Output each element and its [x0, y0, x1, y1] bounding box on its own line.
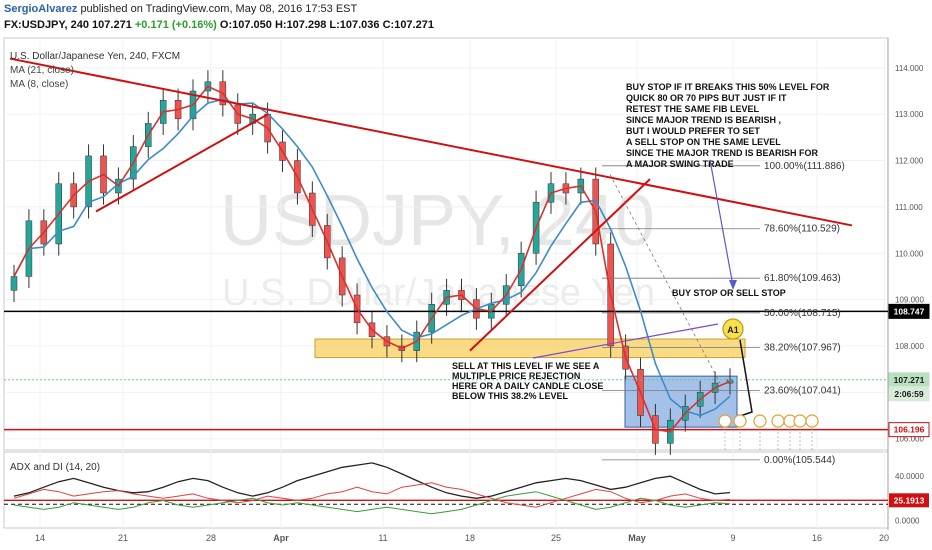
adx-pane-border [3, 451, 889, 529]
time-axis-label: 18 [465, 533, 475, 543]
price-badge-label: 108.747 [894, 306, 925, 316]
di-minus-line[interactable] [13, 491, 731, 515]
fib-level-label: 38.20%(107.967) [764, 343, 841, 354]
adx-line[interactable] [13, 462, 731, 499]
time-axis-label: 21 [118, 533, 128, 543]
annotation-top-right-line: BUY STOP IF IT BREAKS THIS 50% LEVEL FOR [626, 82, 830, 92]
economic-event-icon[interactable] [753, 414, 767, 428]
author-link[interactable]: SergioAlvarez [4, 3, 78, 15]
watermark-name: U.S. Dollar/Japanese Yen [222, 272, 655, 314]
price-tick-label: 112.000 [895, 157, 924, 166]
annotation-sell-note-line: MULTIPLE PRICE REJECTION [452, 371, 580, 381]
ma8-line[interactable] [13, 85, 731, 433]
price-tick-label: 110.000 [895, 249, 924, 258]
published-text: published on TradingView.com, May 08, 20… [80, 3, 358, 15]
adx-tick-label: 40.0000 [895, 472, 924, 481]
indicator-ma21[interactable]: MA (21, close) [10, 65, 74, 76]
price-tick-label: 109.000 [895, 296, 924, 305]
annotation-top-right-line: RETEST THE SAME FIB LEVEL [626, 104, 760, 114]
fib-level-label: 100.00%(111.886) [764, 161, 845, 172]
time-axis-label: 16 [812, 533, 822, 543]
a1-marker[interactable] [722, 318, 744, 340]
time-axis-label: May [628, 533, 646, 543]
price-badge [888, 386, 930, 402]
adx-tick-label: 0.0000 [895, 516, 920, 525]
a1-marker-label: A1 [727, 325, 739, 335]
annotation-buy-sell-stop: BUY STOP OR SELL STOP [672, 288, 786, 298]
economic-event-icon[interactable] [793, 414, 807, 428]
watermark-symbol: USDJPY, 240 [220, 181, 655, 261]
ma21-line[interactable] [13, 98, 731, 417]
ascending-trendline-1[interactable] [95, 113, 269, 213]
arrow-to-a1 [532, 323, 719, 359]
indicator-ma8[interactable]: MA (8, close) [10, 79, 68, 90]
annotation-sell-note-line: SELL AT THIS LEVEL IF WE SEE A [452, 361, 600, 371]
close-value: C:107.271 [382, 19, 434, 31]
fib-level-label: 23.60%(107.041) [764, 385, 841, 396]
annotation-top-right-line: QUICK 80 OR 70 PIPS BUT JUST IF IT [626, 93, 787, 103]
price-badge [888, 422, 930, 438]
annotation-top-right-line: SINCE THE MAJOR TREND IS BEARISH FOR [626, 148, 819, 158]
low-value: L:107.036 [329, 19, 380, 31]
annotation-sell-note-line: BELOW THIS 38.2% LEVEL [452, 391, 569, 401]
economic-event-icon[interactable] [718, 414, 732, 428]
price-tick-label: 111.000 [895, 203, 923, 212]
time-axis-label: 9 [730, 533, 735, 543]
fib-level-label: 0.00%(105.544) [764, 455, 835, 466]
time-axis-label: 11 [378, 533, 387, 543]
fib-level-label: 50.00%(108.715) [764, 308, 841, 319]
price-tick-label: 114.000 [895, 64, 924, 73]
ascending-trendline-2[interactable] [469, 178, 651, 352]
time-axis-label: Apr [273, 533, 289, 543]
symbol-label: FX:USDJPY, 240 [4, 19, 89, 31]
annotation-top-right-line: A MAJOR SWING TRADE [626, 159, 734, 169]
price-badge-label: 106.196 [894, 425, 925, 435]
change-value: +0.171 (+0.16%) [134, 19, 217, 31]
time-axis-label: 14 [35, 533, 45, 543]
annotation-top-right-line: BUT I WOULD PREFER TO SET [626, 126, 760, 136]
projection-arrow [739, 339, 753, 417]
symbol-ohlc-line: FX:USDJPY, 240 107.271 +0.171 (+0.16%) O… [4, 19, 434, 31]
last-price: 107.271 [92, 19, 132, 31]
fib-level-label: 61.80%(109.463) [764, 273, 841, 284]
chart-title: U.S. Dollar/Japanese Yen, 240, FXCM [10, 51, 180, 62]
open-value: O:107.050 [219, 19, 272, 31]
time-axis-label: 28 [206, 533, 216, 543]
adx-badge-label: 25.1913 [894, 495, 925, 505]
candle[interactable] [10, 276, 18, 291]
fib-level-label: 78.60%(110.529) [764, 224, 840, 235]
publish-info: SergioAlvarez published on TradingView.c… [4, 3, 357, 15]
economic-event-icon[interactable] [771, 414, 785, 428]
price-badge-label: 2:06:59 [894, 389, 924, 399]
price-tick-label: 113.000 [895, 110, 924, 119]
fib-38-zone[interactable] [314, 338, 746, 359]
descending-trendline[interactable] [9, 57, 853, 227]
di-plus-line[interactable] [13, 482, 731, 508]
adx-title[interactable]: ADX and DI (14, 20) [10, 462, 100, 473]
economic-event-icon[interactable] [733, 414, 747, 428]
arrow-head [729, 280, 737, 290]
time-axis-label: 20 [879, 533, 889, 543]
annotation-top-right-line: SINCE MAJOR TREND IS BEARISH , [626, 115, 781, 125]
price-badge [888, 303, 930, 319]
arrow-to-50 [709, 159, 734, 287]
annotation-sell-note-line: HERE OR A DAILY CANDLE CLOSE [452, 381, 603, 391]
economic-event-icon[interactable] [805, 414, 819, 428]
price-badge-label: 107.271 [894, 375, 925, 385]
annotation-top-right-line: A SELL STOP ON THE SAME LEVEL [626, 137, 781, 147]
high-value: H:107.298 [274, 19, 327, 31]
chart-header: SergioAlvarez published on TradingView.c… [0, 0, 932, 36]
adx-badge [889, 493, 929, 508]
time-axis-label: 25 [551, 533, 561, 543]
price-tick-label: 108.000 [895, 342, 924, 351]
price-tick-label: 106.000 [895, 435, 924, 444]
